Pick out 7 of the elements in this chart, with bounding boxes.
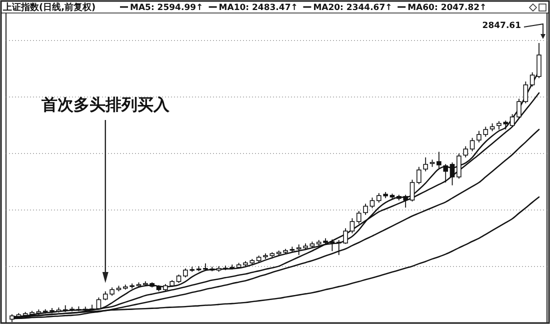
legend-label: MA10: 2483.47↑ <box>218 3 298 13</box>
legend-label: MA20: 2344.67↑ <box>313 3 392 13</box>
legend-label: MA60: 2047.82↑ <box>408 3 487 13</box>
chart-title: 上证指数(日线,前复权) <box>2 2 96 13</box>
text: 2847.61 <box>482 21 522 31</box>
legend-label: MA5: 2594.99↑ <box>130 3 204 13</box>
annotation: 首次多头排列买入 <box>40 95 170 114</box>
